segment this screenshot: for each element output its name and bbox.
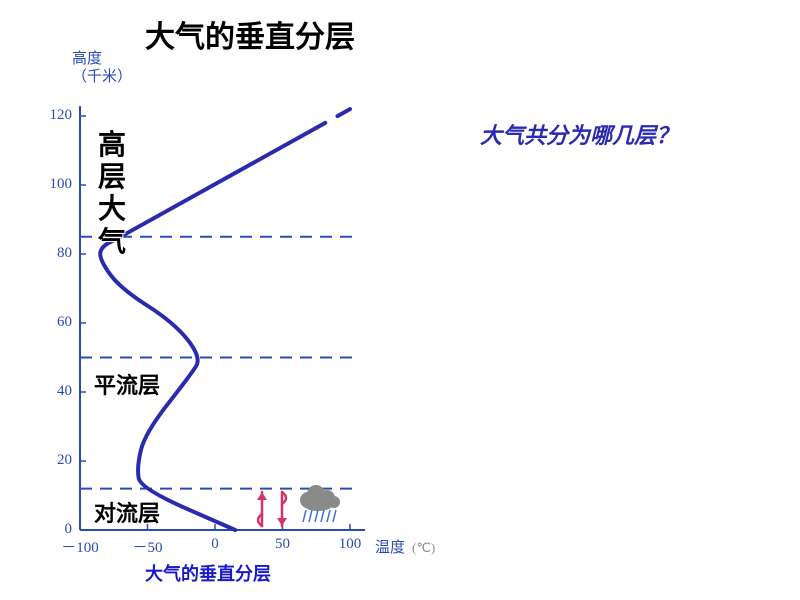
x-tick-label: －100 [61, 536, 99, 557]
y-tick-label: 60 [42, 314, 72, 331]
atmosphere-chart: 高度（千米） 温度 (℃) 大气的垂直分层 020406080100120－10… [80, 90, 420, 590]
side-question: 大气共分为哪几层？ [480, 118, 678, 150]
x-axis-label: 温度 [375, 536, 405, 557]
x-tick-label: 0 [211, 536, 219, 553]
y-tick-label: 100 [42, 176, 72, 193]
layer-label: 对流层 [94, 496, 160, 528]
x-tick-label: 100 [339, 536, 362, 553]
page-title: 大气的垂直分层 [145, 12, 355, 56]
y-tick-label: 120 [42, 107, 72, 124]
y-tick-label: 40 [42, 383, 72, 400]
layer-label: 高层大气 [98, 130, 126, 259]
chart-subtitle: 大气的垂直分层 [145, 560, 271, 586]
x-tick-label: －50 [132, 536, 162, 557]
y-tick-label: 20 [42, 452, 72, 469]
y-tick-label: 80 [42, 245, 72, 262]
layer-label: 平流层 [94, 368, 160, 400]
x-axis-unit: (℃) [412, 540, 435, 556]
y-axis-label: 高度（千米） [72, 50, 132, 86]
x-tick-label: 50 [275, 536, 290, 553]
